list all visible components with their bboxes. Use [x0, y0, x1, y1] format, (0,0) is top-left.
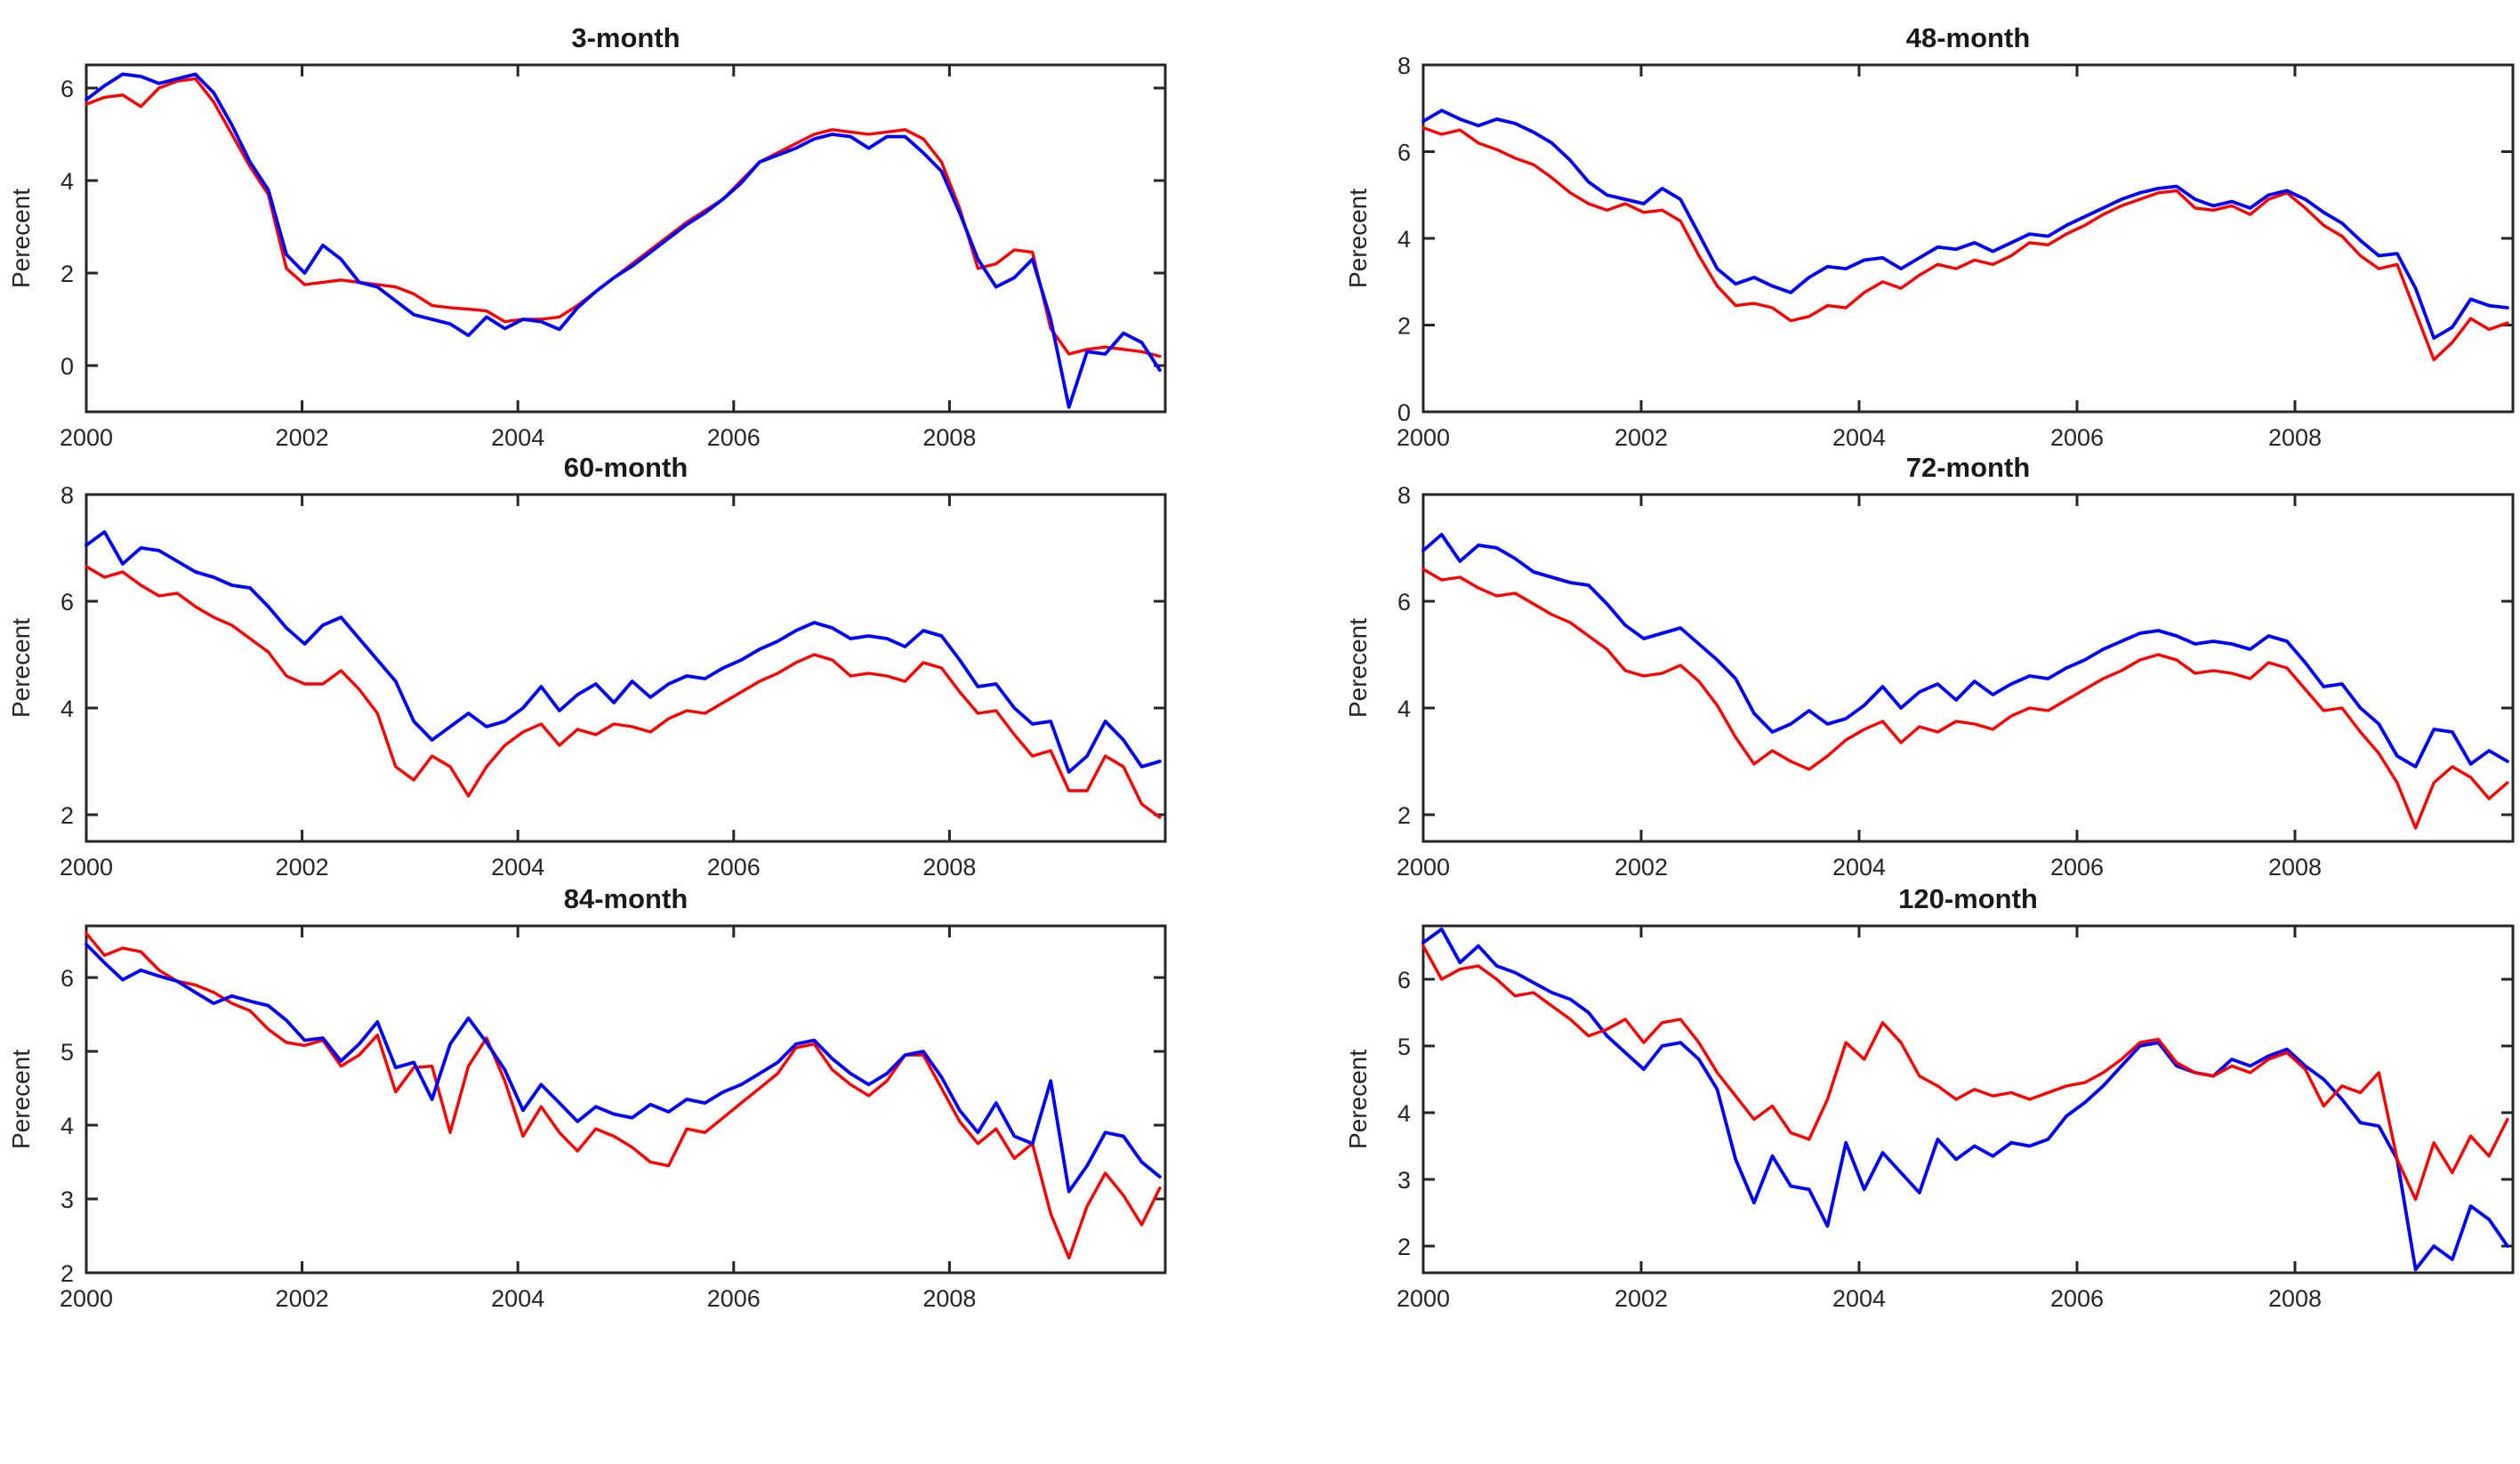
- svg-text:2008: 2008: [2268, 424, 2322, 451]
- chart-84-month: 84-month 2000 2002 2004 2006 2008 2 3 4 5 6 Perece…: [0, 873, 1260, 1326]
- svg-text:2008: 2008: [922, 854, 976, 881]
- plot-area-84-month: 2000 2002 2004 2006 2008 2 3 4 5 6 Perecent: [7, 924, 1167, 1312]
- svg-text:2000: 2000: [60, 854, 113, 881]
- svg-text:8: 8: [1397, 482, 1411, 509]
- svg-text:2000: 2000: [1397, 854, 1450, 881]
- svg-text:0: 0: [1397, 399, 1411, 426]
- svg-text:6: 6: [1397, 140, 1411, 166]
- svg-text:6: 6: [60, 589, 74, 615]
- chart-title-48-month: 48-month: [1905, 22, 2031, 53]
- svg-text:2: 2: [1397, 1234, 1411, 1260]
- svg-text:2: 2: [1397, 313, 1411, 340]
- svg-text:2006: 2006: [2050, 424, 2104, 451]
- svg-text:2006: 2006: [2050, 854, 2104, 881]
- svg-text:2002: 2002: [1614, 1285, 1668, 1312]
- svg-text:2002: 2002: [1614, 854, 1668, 881]
- svg-text:Perecent: Perecent: [7, 189, 35, 288]
- svg-text:0: 0: [60, 353, 74, 380]
- svg-text:5: 5: [1397, 1034, 1411, 1060]
- svg-text:6: 6: [1397, 967, 1411, 993]
- svg-text:2000: 2000: [60, 424, 113, 451]
- plot-area-60-month: 2000 2002 2004 2006 2008 2 4 6 8 Perecent: [7, 482, 1167, 881]
- svg-text:2002: 2002: [276, 854, 329, 881]
- plot-area-48-month: 2000 2002 2004 2006 2008 0 2 4 6 8 Perecent: [1344, 52, 2515, 451]
- chart-title-3-month: 3-month: [571, 22, 680, 53]
- svg-text:2008: 2008: [922, 424, 976, 451]
- svg-text:6: 6: [60, 76, 74, 102]
- svg-text:2006: 2006: [2050, 1285, 2104, 1312]
- svg-text:5: 5: [60, 1039, 74, 1066]
- chart-120-month: 120-month 2000 2002 2004 2006 2008 2 3 4 5 6 Perec…: [1260, 873, 2520, 1326]
- svg-text:2: 2: [60, 802, 74, 829]
- chart-3-month: 3-month 2000 2002 2004 2006 2008 0 2 4 6 Perecent: [0, 12, 1260, 465]
- svg-text:2006: 2006: [707, 854, 761, 881]
- chart-title-120-month: 120-month: [1898, 883, 2038, 914]
- plot-area-3-month: 2000 2002 2004 2006 2008 0 2 4 6 Perecent: [7, 63, 1167, 451]
- svg-text:2002: 2002: [276, 424, 329, 451]
- chart-title-84-month: 84-month: [563, 883, 688, 914]
- svg-text:2006: 2006: [707, 1285, 761, 1312]
- svg-text:2004: 2004: [491, 1285, 544, 1312]
- chart-60-month: 60-month 2000 2002 2004 2006 2008 2 4 6 8 Perecen…: [0, 441, 1260, 895]
- svg-text:4: 4: [60, 1113, 74, 1139]
- svg-text:4: 4: [60, 696, 74, 722]
- svg-text:2002: 2002: [276, 1285, 329, 1312]
- svg-text:2008: 2008: [2268, 854, 2322, 881]
- svg-text:2004: 2004: [491, 424, 544, 451]
- svg-text:4: 4: [1397, 696, 1411, 722]
- svg-text:Perecent: Perecent: [7, 1050, 35, 1149]
- svg-text:Perecent: Perecent: [1344, 1050, 1372, 1149]
- svg-text:2008: 2008: [922, 1285, 976, 1312]
- svg-text:2: 2: [60, 1260, 74, 1287]
- svg-text:Perecent: Perecent: [7, 618, 35, 718]
- svg-text:2008: 2008: [2268, 1285, 2322, 1312]
- svg-text:4: 4: [60, 168, 74, 195]
- svg-text:3: 3: [1397, 1167, 1411, 1194]
- chart-48-month: 48-month 2000 2002 2004 2006 2008 0 2 4 6 8 Perece…: [1260, 12, 2520, 465]
- svg-text:2002: 2002: [1614, 424, 1668, 451]
- plot-area-120-month: 2000 2002 2004 2006 2008 2 3 4 5 6 Perecent: [1344, 924, 2515, 1312]
- chart-72-month: 72-month 2000 2002 2004 2006 2008 2 4 6 8 Perecen…: [1260, 441, 2520, 895]
- svg-text:Perecent: Perecent: [1344, 189, 1372, 288]
- svg-text:2: 2: [1397, 802, 1411, 829]
- svg-text:8: 8: [60, 482, 74, 509]
- svg-text:2004: 2004: [1832, 424, 1886, 451]
- plot-area-72-month: 2000 2002 2004 2006 2008 2 4 6 8 Perecent: [1344, 482, 2515, 881]
- svg-text:8: 8: [1397, 52, 1411, 79]
- svg-text:2004: 2004: [491, 854, 544, 881]
- svg-text:4: 4: [1397, 226, 1411, 253]
- svg-text:2: 2: [60, 261, 74, 287]
- svg-text:4: 4: [1397, 1100, 1411, 1127]
- chart-title-72-month: 72-month: [1905, 452, 2031, 483]
- svg-text:3: 3: [60, 1186, 74, 1213]
- svg-text:Perecent: Perecent: [1344, 618, 1372, 718]
- svg-text:6: 6: [1397, 589, 1411, 615]
- svg-text:2004: 2004: [1832, 854, 1886, 881]
- svg-text:2000: 2000: [60, 1285, 113, 1312]
- svg-text:2000: 2000: [1397, 424, 1450, 451]
- svg-text:2000: 2000: [1397, 1285, 1450, 1312]
- svg-text:2006: 2006: [707, 424, 761, 451]
- chart-title-60-month: 60-month: [563, 452, 688, 483]
- svg-text:6: 6: [60, 965, 74, 992]
- svg-text:2004: 2004: [1832, 1285, 1886, 1312]
